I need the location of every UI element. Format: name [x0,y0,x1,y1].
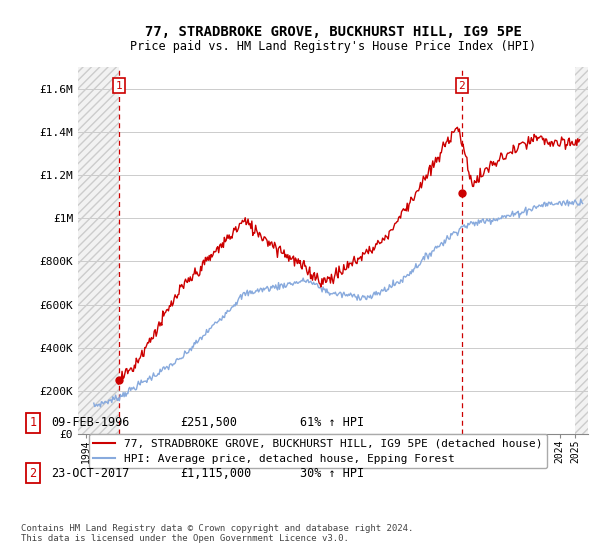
Text: £251,500: £251,500 [180,416,237,430]
Text: 09-FEB-1996: 09-FEB-1996 [51,416,130,430]
Text: 1: 1 [29,416,37,430]
Text: 61% ↑ HPI: 61% ↑ HPI [300,416,364,430]
Legend: 77, STRADBROKE GROVE, BUCKHURST HILL, IG9 5PE (detached house), HPI: Average pri: 77, STRADBROKE GROVE, BUCKHURST HILL, IG… [89,434,547,468]
Text: 2: 2 [29,466,37,480]
Text: Price paid vs. HM Land Registry's House Price Index (HPI): Price paid vs. HM Land Registry's House … [130,40,536,53]
Bar [575,67,588,434]
Text: 23-OCT-2017: 23-OCT-2017 [51,466,130,480]
Text: 77, STRADBROKE GROVE, BUCKHURST HILL, IG9 5PE: 77, STRADBROKE GROVE, BUCKHURST HILL, IG… [145,25,521,39]
Text: 1: 1 [116,81,122,91]
Bar [78,67,119,434]
Text: 2: 2 [458,81,465,91]
Text: 30% ↑ HPI: 30% ↑ HPI [300,466,364,480]
Text: £1,115,000: £1,115,000 [180,466,251,480]
Text: Contains HM Land Registry data © Crown copyright and database right 2024.
This d: Contains HM Land Registry data © Crown c… [21,524,413,543]
